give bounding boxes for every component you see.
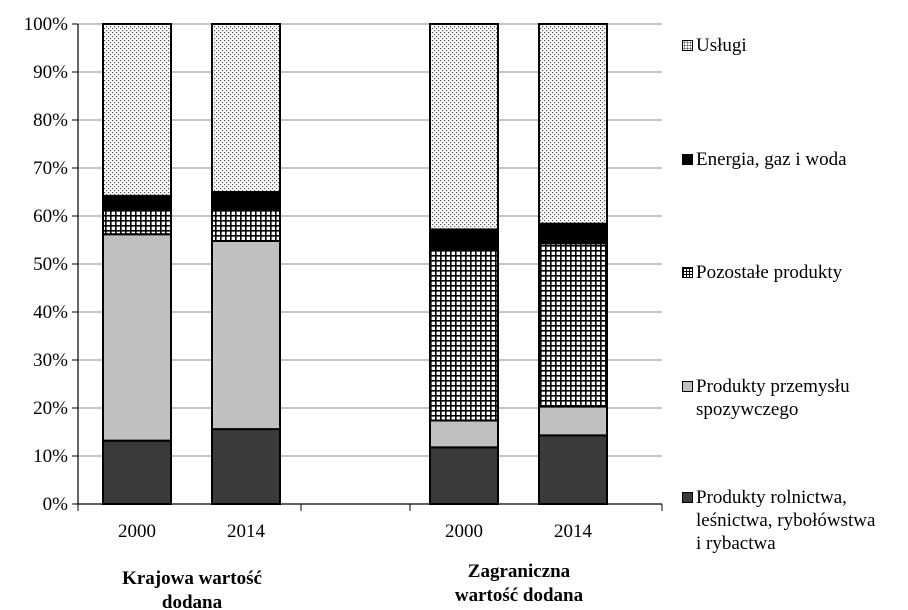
legend-label: Produkty rolnictwa, leśnictwa, rybołówst… <box>696 487 876 554</box>
bar-segment <box>538 434 608 505</box>
legend-label: Usługi <box>696 35 747 56</box>
x-category-label: 2000 <box>118 521 156 542</box>
y-tick-label: 100% <box>24 14 69 35</box>
bar-segment <box>102 439 172 506</box>
bar-segment <box>211 191 281 211</box>
legend-item-uslugi: Usługi <box>682 34 747 57</box>
bar-segment <box>211 23 281 193</box>
y-tick-label: 70% <box>33 158 68 179</box>
legend-swatch-dark <box>682 492 693 503</box>
legend-swatch-grid <box>682 267 693 278</box>
bar-segment <box>429 228 499 251</box>
legend-item-rolnictwo: Produkty rolnictwa, leśnictwa, rybołówst… <box>682 486 875 555</box>
legend-label: Produkty przemysłu spozywczego <box>696 376 850 420</box>
group-label: Zagraniczna wartość dodana <box>455 561 584 606</box>
legend-item-pozostale: Pozostałe produkty <box>682 261 842 284</box>
bar-segment <box>211 208 281 242</box>
y-tick-label: 20% <box>33 398 68 419</box>
bar-segment <box>211 239 281 431</box>
stacked-bar-chart: 0%10%20%30%40%50%60%70%80%90%100% 2000 20… <box>24 14 663 610</box>
legend: Usługi Energia, gaz i woda Pozostałe pro… <box>682 0 908 610</box>
bar-segment <box>538 405 608 437</box>
bar-segment <box>538 222 608 245</box>
bar-segment <box>429 419 499 449</box>
bar-segment <box>102 194 172 212</box>
y-tick-label: 60% <box>33 206 68 227</box>
legend-label: Energia, gaz i woda <box>696 149 847 170</box>
bar-segment <box>102 209 172 236</box>
legend-swatch-light <box>682 381 693 392</box>
y-tick-label: 0% <box>43 494 69 515</box>
y-tick-label: 10% <box>33 446 68 467</box>
legend-swatch-black <box>682 154 693 165</box>
group-label: Krajowa wartość dodana <box>122 568 262 610</box>
bars <box>102 23 608 506</box>
legend-item-energia: Energia, gaz i woda <box>682 148 847 171</box>
bar-segment <box>211 428 281 505</box>
y-tick-label: 30% <box>33 350 68 371</box>
bar-segment <box>102 233 172 442</box>
legend-item-przemysl: Produkty przemysłu spozywczego <box>682 375 850 421</box>
bar-segment <box>538 23 608 225</box>
bar-segment <box>429 248 499 422</box>
bar-segment <box>538 242 608 408</box>
x-category-label: 2014 <box>227 521 266 542</box>
bar-segment <box>429 446 499 505</box>
x-category-label: 2000 <box>445 521 483 542</box>
x-category-label: 2014 <box>554 521 593 542</box>
x-axis-category-labels: 2000 2014 2000 2014 <box>118 521 593 542</box>
group-labels: Krajowa wartość dodana Zagraniczna wartość … <box>122 561 584 610</box>
y-tick-label: 90% <box>33 62 68 83</box>
bar-segment <box>429 23 499 231</box>
y-tick-label: 50% <box>33 254 68 275</box>
axes <box>72 23 663 511</box>
y-axis-tick-labels: 0% 10% 20% 30% 40% 50% 60% 70% 80% 90% 100% <box>24 14 69 515</box>
y-tick-label: 80% <box>33 110 68 131</box>
legend-swatch-dots <box>682 40 693 51</box>
legend-label: Pozostałe produkty <box>696 262 843 283</box>
bar-segment <box>102 23 172 197</box>
y-tick-label: 40% <box>33 302 68 323</box>
